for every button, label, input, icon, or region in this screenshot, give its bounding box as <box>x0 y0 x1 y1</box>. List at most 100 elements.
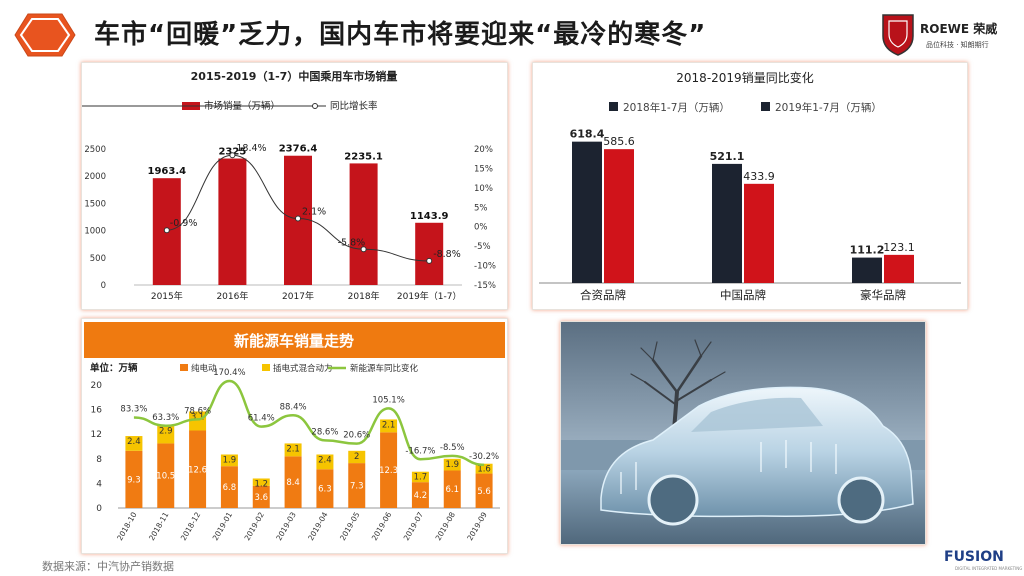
ice-covered-car <box>600 386 914 526</box>
data-source-note: 数据来源：中汽协产销数据 <box>42 560 174 573</box>
phev-value-label: 1.9 <box>445 460 459 470</box>
bev-bar-segment <box>189 430 207 508</box>
brand-tagline: 品位科技 · 知朗期行 <box>926 40 989 49</box>
bev-bar-segment <box>380 432 398 508</box>
bev-value-label: 6.8 <box>223 483 237 493</box>
y2-tick-label: -10% <box>474 262 496 272</box>
chart3-unit: 单位：万辆 <box>90 362 138 374</box>
x-category-label: 2016年 <box>216 290 248 302</box>
brand-sales-comparison-chart: 2018-2019销量同比变化 2018年1-7月（万辆） 2019年1-7月（… <box>539 70 961 302</box>
growth-rate-marker <box>295 215 301 222</box>
month-label: 2019-03 <box>274 510 298 542</box>
bar-2019 <box>604 149 634 283</box>
legend-2018-label: 2018年1-7月（万辆） <box>623 101 730 114</box>
frozen-car-icon <box>561 322 925 544</box>
sales-value-label: 1143.9 <box>410 211 449 222</box>
bev-value-label: 7.3 <box>350 482 364 492</box>
phev-value-label: 2.9 <box>159 427 173 437</box>
roewe-logo: ROEWE 荣威 品位科技 · 知朗期行 <box>882 14 997 56</box>
fusion-logo-subtitle: DIGITAL INTEGRATED MARKETING <box>955 566 1023 571</box>
nev-yoy-label: 28.6% <box>311 427 338 437</box>
nev-yoy-label: -8.5% <box>440 443 465 453</box>
brand-category-label: 合资品牌 <box>580 288 626 302</box>
nev-yoy-label: 88.4% <box>280 402 307 412</box>
phev-bar-segment <box>316 454 334 470</box>
bev-value-label: 6.3 <box>318 485 332 495</box>
value-label-2018: 111.2 <box>850 244 885 257</box>
phev-value-label: 2.1 <box>286 444 300 454</box>
month-label: 2018-11 <box>147 510 171 542</box>
bev-value-label: 5.6 <box>477 487 491 497</box>
nev-yoy-label: 61.4% <box>248 414 275 424</box>
market-sales-chart-panel: 2015-2019（1-7）中国乘用车市场销量 市场销量（万辆） 同比增长率 0… <box>81 62 508 310</box>
y-tick-label: 20 <box>91 381 103 391</box>
bev-bar-segment <box>125 450 143 508</box>
phev-bar-segment <box>411 471 429 483</box>
phev-value-label: 2.4 <box>127 437 141 447</box>
phev-value-label: 1.6 <box>477 465 491 475</box>
phev-value-label: 1.2 <box>254 479 268 489</box>
month-label: 2019-08 <box>434 510 458 542</box>
phev-value-label: 2 <box>354 452 359 462</box>
chart1-title: 2015-2019（1-7）中国乘用车市场销量 <box>191 69 398 83</box>
legend-line-marker <box>312 103 318 109</box>
chart3-title: 新能源车销量走势 <box>234 332 354 350</box>
bev-value-label: 12.3 <box>379 466 398 476</box>
nev-yoy-label: 63.3% <box>152 413 179 423</box>
phev-value-label: 2.1 <box>382 420 396 430</box>
bev-value-label: 8.4 <box>286 478 300 488</box>
month-label: 2019-06 <box>370 510 394 542</box>
bar-2019 <box>744 183 774 283</box>
bev-bar-segment <box>220 466 238 508</box>
x-category-label: 2017年 <box>282 290 314 302</box>
month-label: 2019-05 <box>338 510 362 542</box>
y-tick-label: 500 <box>90 254 106 264</box>
y2-tick-label: 20% <box>474 145 493 155</box>
legend-2018-swatch <box>609 102 618 111</box>
legend-phev-swatch <box>262 364 270 371</box>
bev-value-label: 4.2 <box>414 491 428 501</box>
market-sales-chart: 2015-2019（1-7）中国乘用车市场销量 市场销量（万辆） 同比增长率 0… <box>82 69 496 302</box>
brand-sales-comparison-panel: 2018-2019销量同比变化 2018年1-7月（万辆） 2019年1-7月（… <box>532 62 968 310</box>
nev-yoy-label: 78.6% <box>184 406 211 416</box>
y2-tick-label: -15% <box>474 281 496 291</box>
phev-bar-segment <box>380 419 398 433</box>
shield-icon <box>882 14 914 56</box>
bev-value-label: 10.5 <box>156 472 175 482</box>
legend-phev-label: 插电式混合动力 <box>273 363 333 374</box>
bar-2018 <box>572 141 602 283</box>
phev-bar-segment <box>284 443 302 457</box>
growth-rate-label: -0.9% <box>170 218 198 229</box>
phev-bar-segment <box>157 425 175 444</box>
growth-rate-label: -5.8% <box>338 237 366 248</box>
phev-value-label: 1.7 <box>414 473 428 483</box>
y2-tick-label: 15% <box>474 164 493 174</box>
bar-2018 <box>852 257 882 283</box>
y-tick-label: 2500 <box>84 145 106 155</box>
phev-bar-segment <box>125 436 143 451</box>
y-tick-label: 4 <box>96 479 102 489</box>
bev-bar-segment <box>284 456 302 508</box>
legend-yoy-label: 新能源车同比变化 <box>350 363 419 374</box>
nev-yoy-label: 83.3% <box>120 404 147 414</box>
value-label-2019: 585.6 <box>603 135 635 148</box>
chart2-title: 2018-2019销量同比变化 <box>676 70 813 85</box>
y-tick-label: 0 <box>101 281 106 291</box>
nev-yoy-label: 105.1% <box>372 395 404 405</box>
x-category-label: 2018年 <box>348 290 380 302</box>
nev-sales-trend-chart: 新能源车销量走势 单位：万辆 纯电动 插电式混合动力 新能源车同比变化 0 4 8 1… <box>84 322 505 542</box>
chart3-title-banner <box>84 322 505 358</box>
month-label: 2019-09 <box>465 510 489 542</box>
sales-value-label: 1963.4 <box>148 166 187 177</box>
legend-2019-label: 2019年1-7月（万辆） <box>775 101 882 114</box>
y-tick-label: 1000 <box>84 227 106 237</box>
nev-sales-trend-panel: 新能源车销量走势 单位：万辆 纯电动 插电式混合动力 新能源车同比变化 0 4 8 1… <box>81 318 508 554</box>
bev-value-label: 12.6 <box>188 465 207 475</box>
nev-yoy-label: 170.4% <box>213 368 245 378</box>
value-label-2019: 123.1 <box>883 241 915 254</box>
bev-bar-segment <box>443 470 461 508</box>
hexagon-logo-icon <box>14 13 76 57</box>
bar-2018 <box>712 163 742 283</box>
y-tick-label: 0 <box>96 504 102 514</box>
growth-rate-label: 2.1% <box>302 207 326 218</box>
